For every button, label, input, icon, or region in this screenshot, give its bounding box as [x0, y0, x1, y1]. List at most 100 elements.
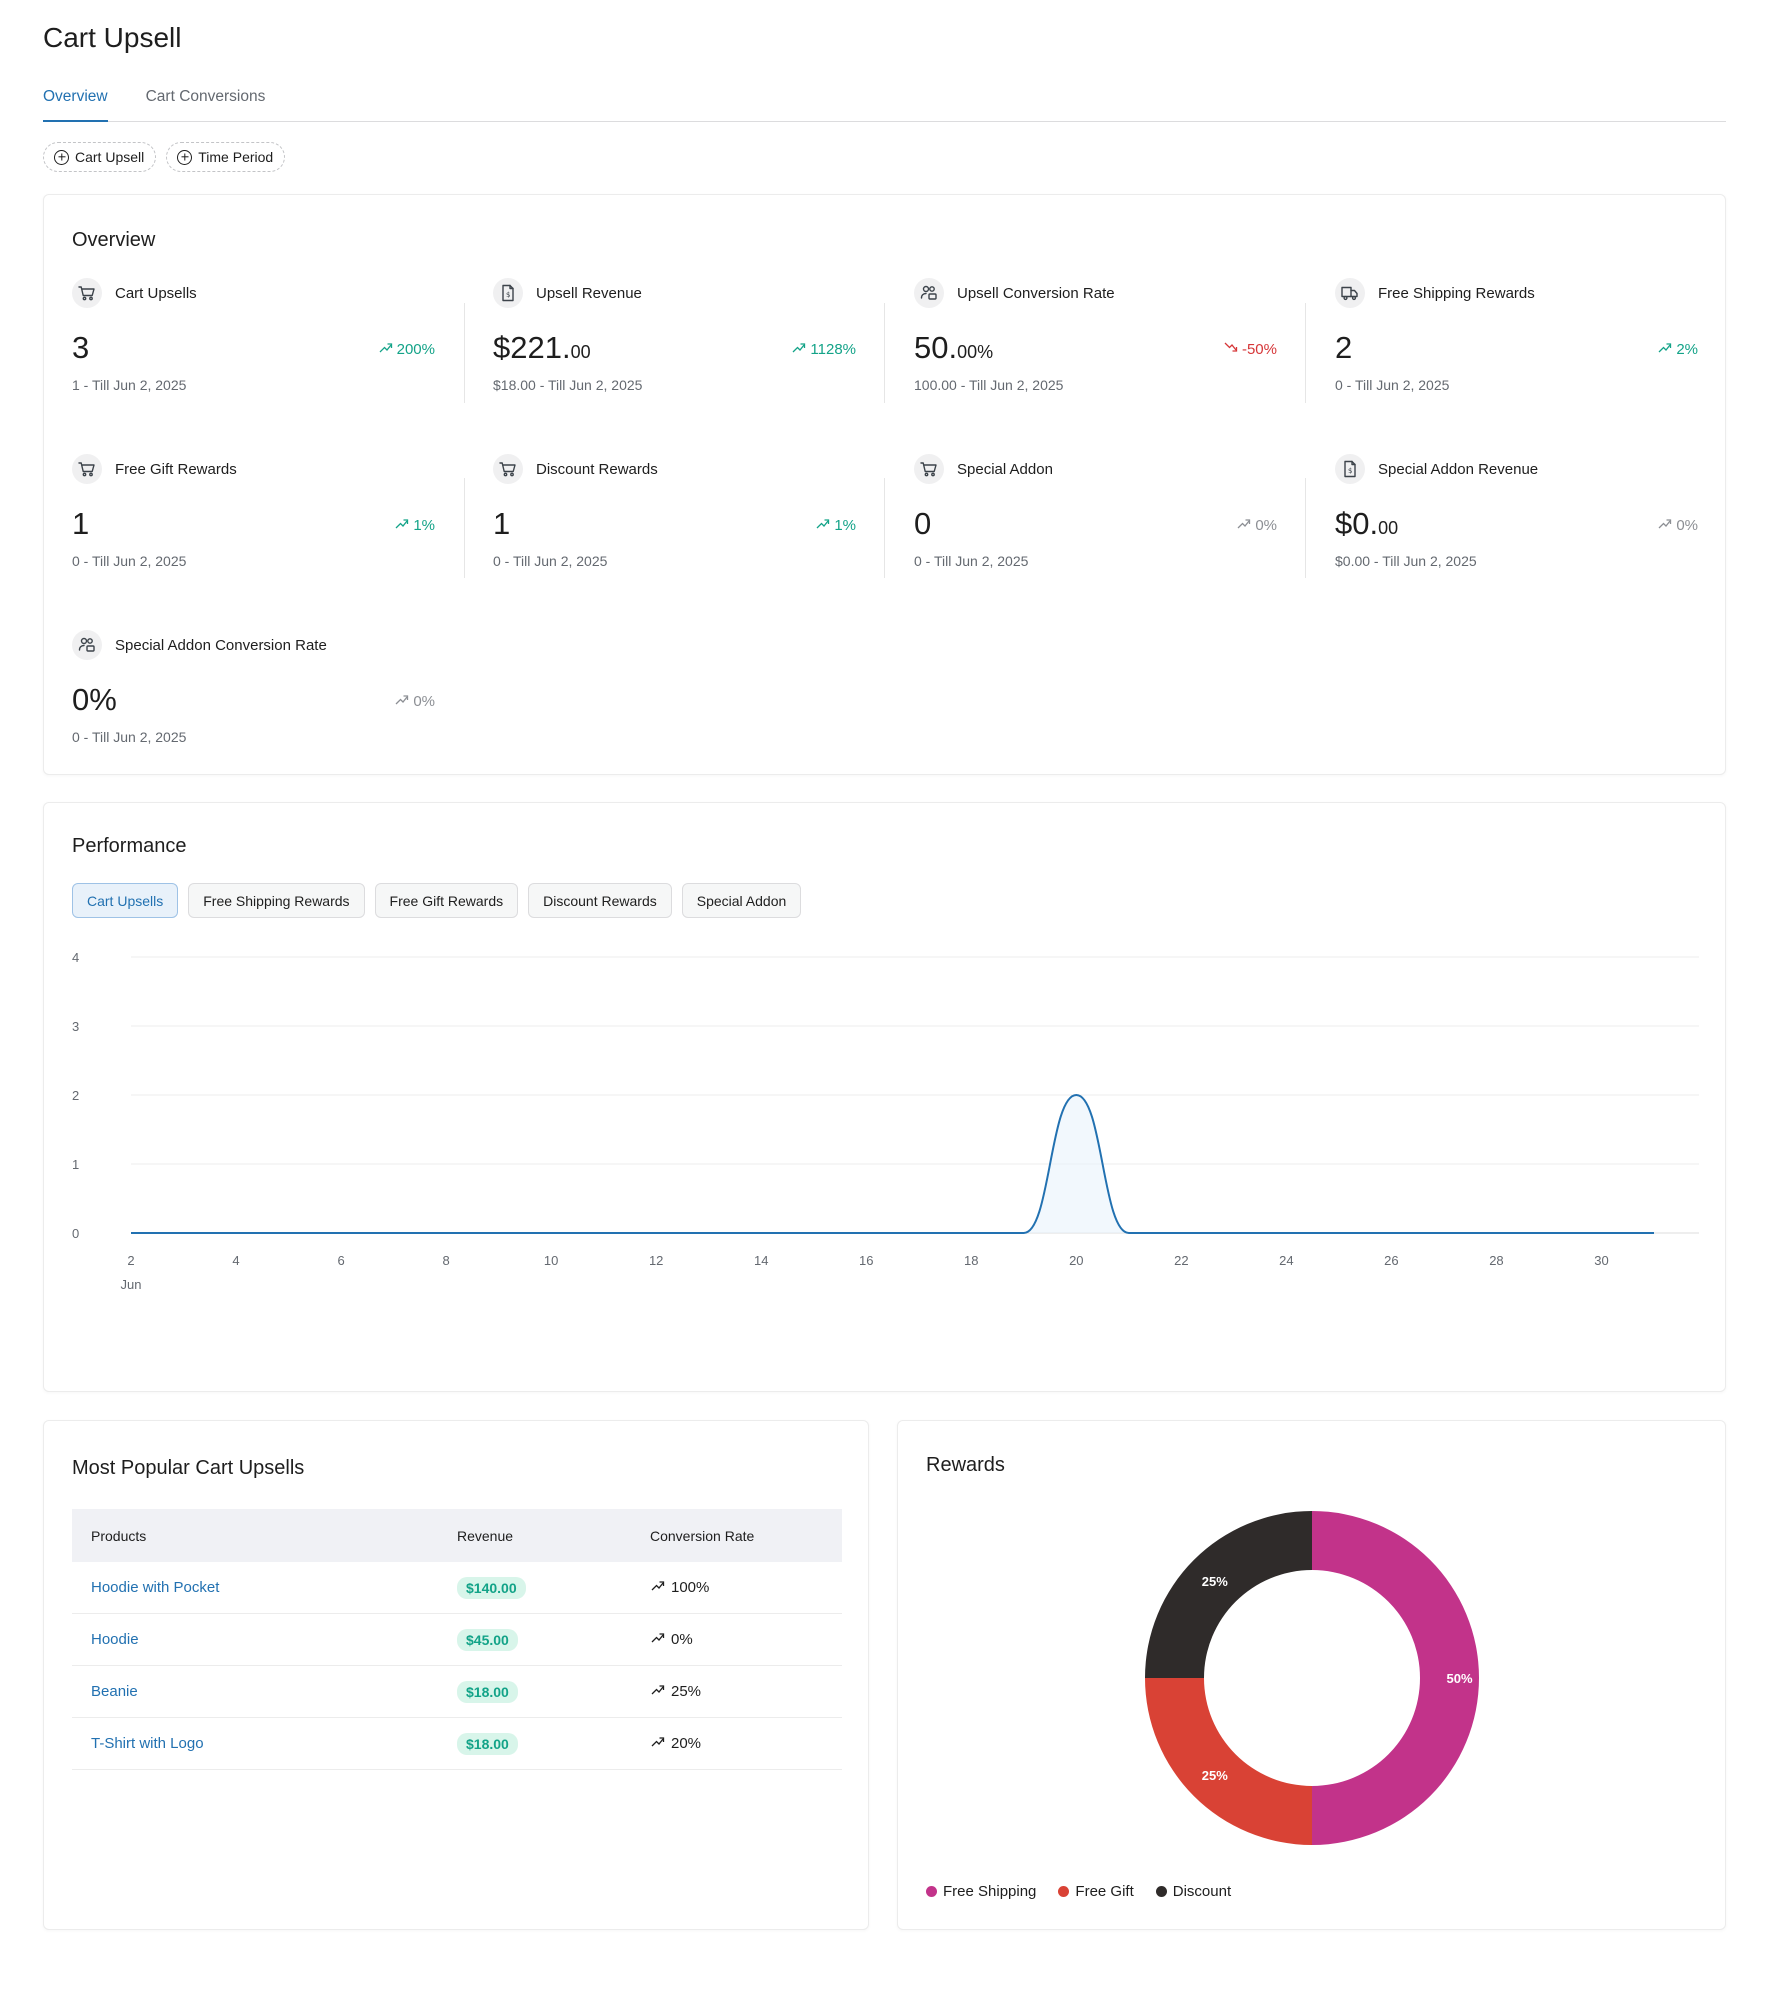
cart-upsell-filter-button[interactable]: Cart Upsell — [43, 142, 157, 172]
table-row: T-Shirt with Logo $18.00 20% — [72, 1718, 842, 1770]
metric-comparison: $0.00 - Till Jun 2, 2025 — [1335, 553, 1477, 569]
donut-slice — [1145, 1511, 1312, 1678]
metric-comparison: 0 - Till Jun 2, 2025 — [914, 553, 1029, 569]
legend-item: Discount — [1155, 1883, 1232, 1900]
truck-icon — [1335, 278, 1365, 308]
revenue-badge: $45.00 — [457, 1628, 518, 1651]
metric-trend: 1% — [394, 516, 435, 535]
metric-value: $0.00 — [1335, 506, 1398, 542]
metric-comparison: 1 - Till Jun 2, 2025 — [72, 377, 187, 393]
metric-special-addon-revenue: $ Special Addon Revenue $0.00 $0.00 - Ti… — [1335, 454, 1727, 604]
donut-slice — [1145, 1678, 1312, 1845]
perf-tab-free-shipping-rewards[interactable]: Free Shipping Rewards — [188, 883, 365, 918]
product-cell: Hoodie with Pocket — [72, 1579, 457, 1596]
metric-value-main: 0 — [914, 506, 932, 541]
add-circle-icon — [177, 149, 193, 165]
metric-value: 0 — [914, 506, 931, 542]
metric-label: Free Shipping Rewards — [1378, 285, 1535, 302]
overview-title: Overview — [72, 229, 156, 251]
users-icon — [914, 278, 944, 308]
trend-value: 0% — [413, 693, 435, 710]
revenue-badge: $18.00 — [457, 1680, 518, 1703]
metric-value: 1 — [72, 506, 89, 542]
metric-value-main: $221. — [493, 330, 571, 365]
metric-comparison: $18.00 - Till Jun 2, 2025 — [493, 377, 643, 393]
legend-label: Discount — [1172, 1883, 1232, 1900]
x-tick-label: 8 — [442, 1253, 449, 1268]
trend-value: -50% — [1241, 341, 1277, 358]
trend-up-icon — [650, 1682, 665, 1701]
tab-cart-conversions[interactable]: Cart Conversions — [145, 88, 266, 105]
product-cell: Beanie — [72, 1683, 457, 1700]
x-tick-label: 22 — [1174, 1253, 1188, 1268]
metric-value-main: 0% — [72, 682, 117, 717]
metric-free-gift-rewards: Free Gift Rewards 1 0 - Till Jun 2, 2025… — [72, 454, 464, 604]
tab-overview[interactable]: Overview — [43, 88, 108, 122]
perf-tab-special-addon[interactable]: Special Addon — [681, 883, 802, 918]
trend-up-icon — [378, 340, 393, 359]
product-link[interactable]: Hoodie with Pocket — [91, 1579, 220, 1596]
divider — [1305, 478, 1306, 578]
performance-card: Performance Cart Upsells Free Shipping R… — [43, 802, 1726, 1392]
perf-tab-cart-upsells[interactable]: Cart Upsells — [72, 883, 179, 918]
receipt-icon: $ — [1335, 454, 1365, 484]
metric-special-addon: Special Addon 0 0 - Till Jun 2, 2025 0% — [914, 454, 1306, 604]
x-tick-label: 24 — [1279, 1253, 1293, 1268]
metric-value-decimals: 00 — [1378, 518, 1399, 538]
rewards-donut-chart: 50% 25% 25% — [1145, 1511, 1479, 1845]
trend-value: 200% — [396, 341, 435, 358]
main-tabs: Overview Cart Conversions — [43, 88, 1726, 122]
metric-value: 0% — [72, 682, 117, 718]
header-products: Products — [91, 1527, 147, 1544]
rate-cell: 25% — [650, 1682, 842, 1701]
metric-comparison: 0 - Till Jun 2, 2025 — [72, 729, 187, 745]
cart-icon — [914, 454, 944, 484]
legend-dot — [1058, 1886, 1070, 1897]
overview-card: Overview Cart Upsells 3 1 - Till Jun 2, … — [43, 194, 1726, 775]
performance-title: Performance — [72, 835, 187, 857]
popular-title: Most Popular Cart Upsells — [72, 1457, 305, 1479]
metric-trend: 0% — [1236, 516, 1277, 535]
svg-text:$: $ — [1348, 467, 1352, 475]
rate-cell: 100% — [650, 1578, 842, 1597]
table-body: Hoodie with Pocket $140.00 100% Hoodie $… — [72, 1562, 842, 1770]
trend-up-icon — [815, 516, 830, 535]
metric-value-main: 3 — [72, 330, 90, 365]
legend-dot — [1155, 1886, 1167, 1897]
trend-value: 0% — [1676, 517, 1698, 534]
metric-label: Upsell Revenue — [536, 285, 642, 302]
rewards-title: Rewards — [926, 1454, 1005, 1476]
x-tick-label: 18 — [964, 1253, 978, 1268]
legend-item: Free Shipping — [926, 1883, 1036, 1900]
trend-up-icon — [650, 1734, 665, 1753]
product-link[interactable]: Hoodie — [91, 1631, 139, 1648]
metric-trend: 0% — [394, 692, 435, 711]
time-period-filter-button[interactable]: Time Period — [166, 142, 286, 172]
trend-down-icon — [1223, 340, 1238, 359]
users-icon — [72, 630, 102, 660]
metric-label: Upsell Conversion Rate — [957, 285, 1115, 302]
conversion-rate: 20% — [671, 1735, 702, 1752]
trend-value: 1128% — [810, 341, 856, 358]
metric-value-main: 1 — [72, 506, 90, 541]
perf-tab-discount-rewards[interactable]: Discount Rewards — [528, 883, 672, 918]
trend-up-icon — [791, 340, 806, 359]
page-title: Cart Upsell — [43, 22, 182, 53]
metric-value-main: 2 — [1335, 330, 1353, 365]
y-tick-label: 4 — [72, 950, 79, 965]
product-link[interactable]: T-Shirt with Logo — [91, 1735, 204, 1752]
popular-table: Products Revenue Conversion Rate Hoodie … — [72, 1509, 842, 1770]
receipt-icon: $ — [493, 278, 523, 308]
metric-upsell-conversion-rate: Upsell Conversion Rate 50.00% 100.00 - T… — [914, 278, 1306, 428]
revenue-badge: $140.00 — [457, 1576, 526, 1599]
metric-comparison: 0 - Till Jun 2, 2025 — [493, 553, 608, 569]
perf-tab-free-gift-rewards[interactable]: Free Gift Rewards — [374, 883, 519, 918]
metric-label: Special Addon — [957, 461, 1053, 478]
product-link[interactable]: Beanie — [91, 1683, 138, 1700]
legend-label: Free Gift — [1075, 1883, 1134, 1900]
divider — [884, 303, 885, 403]
divider — [1305, 303, 1306, 403]
metric-value-main: 1 — [493, 506, 511, 541]
metric-value: $221.00 — [493, 330, 591, 366]
metric-label: Special Addon Conversion Rate — [115, 637, 327, 654]
